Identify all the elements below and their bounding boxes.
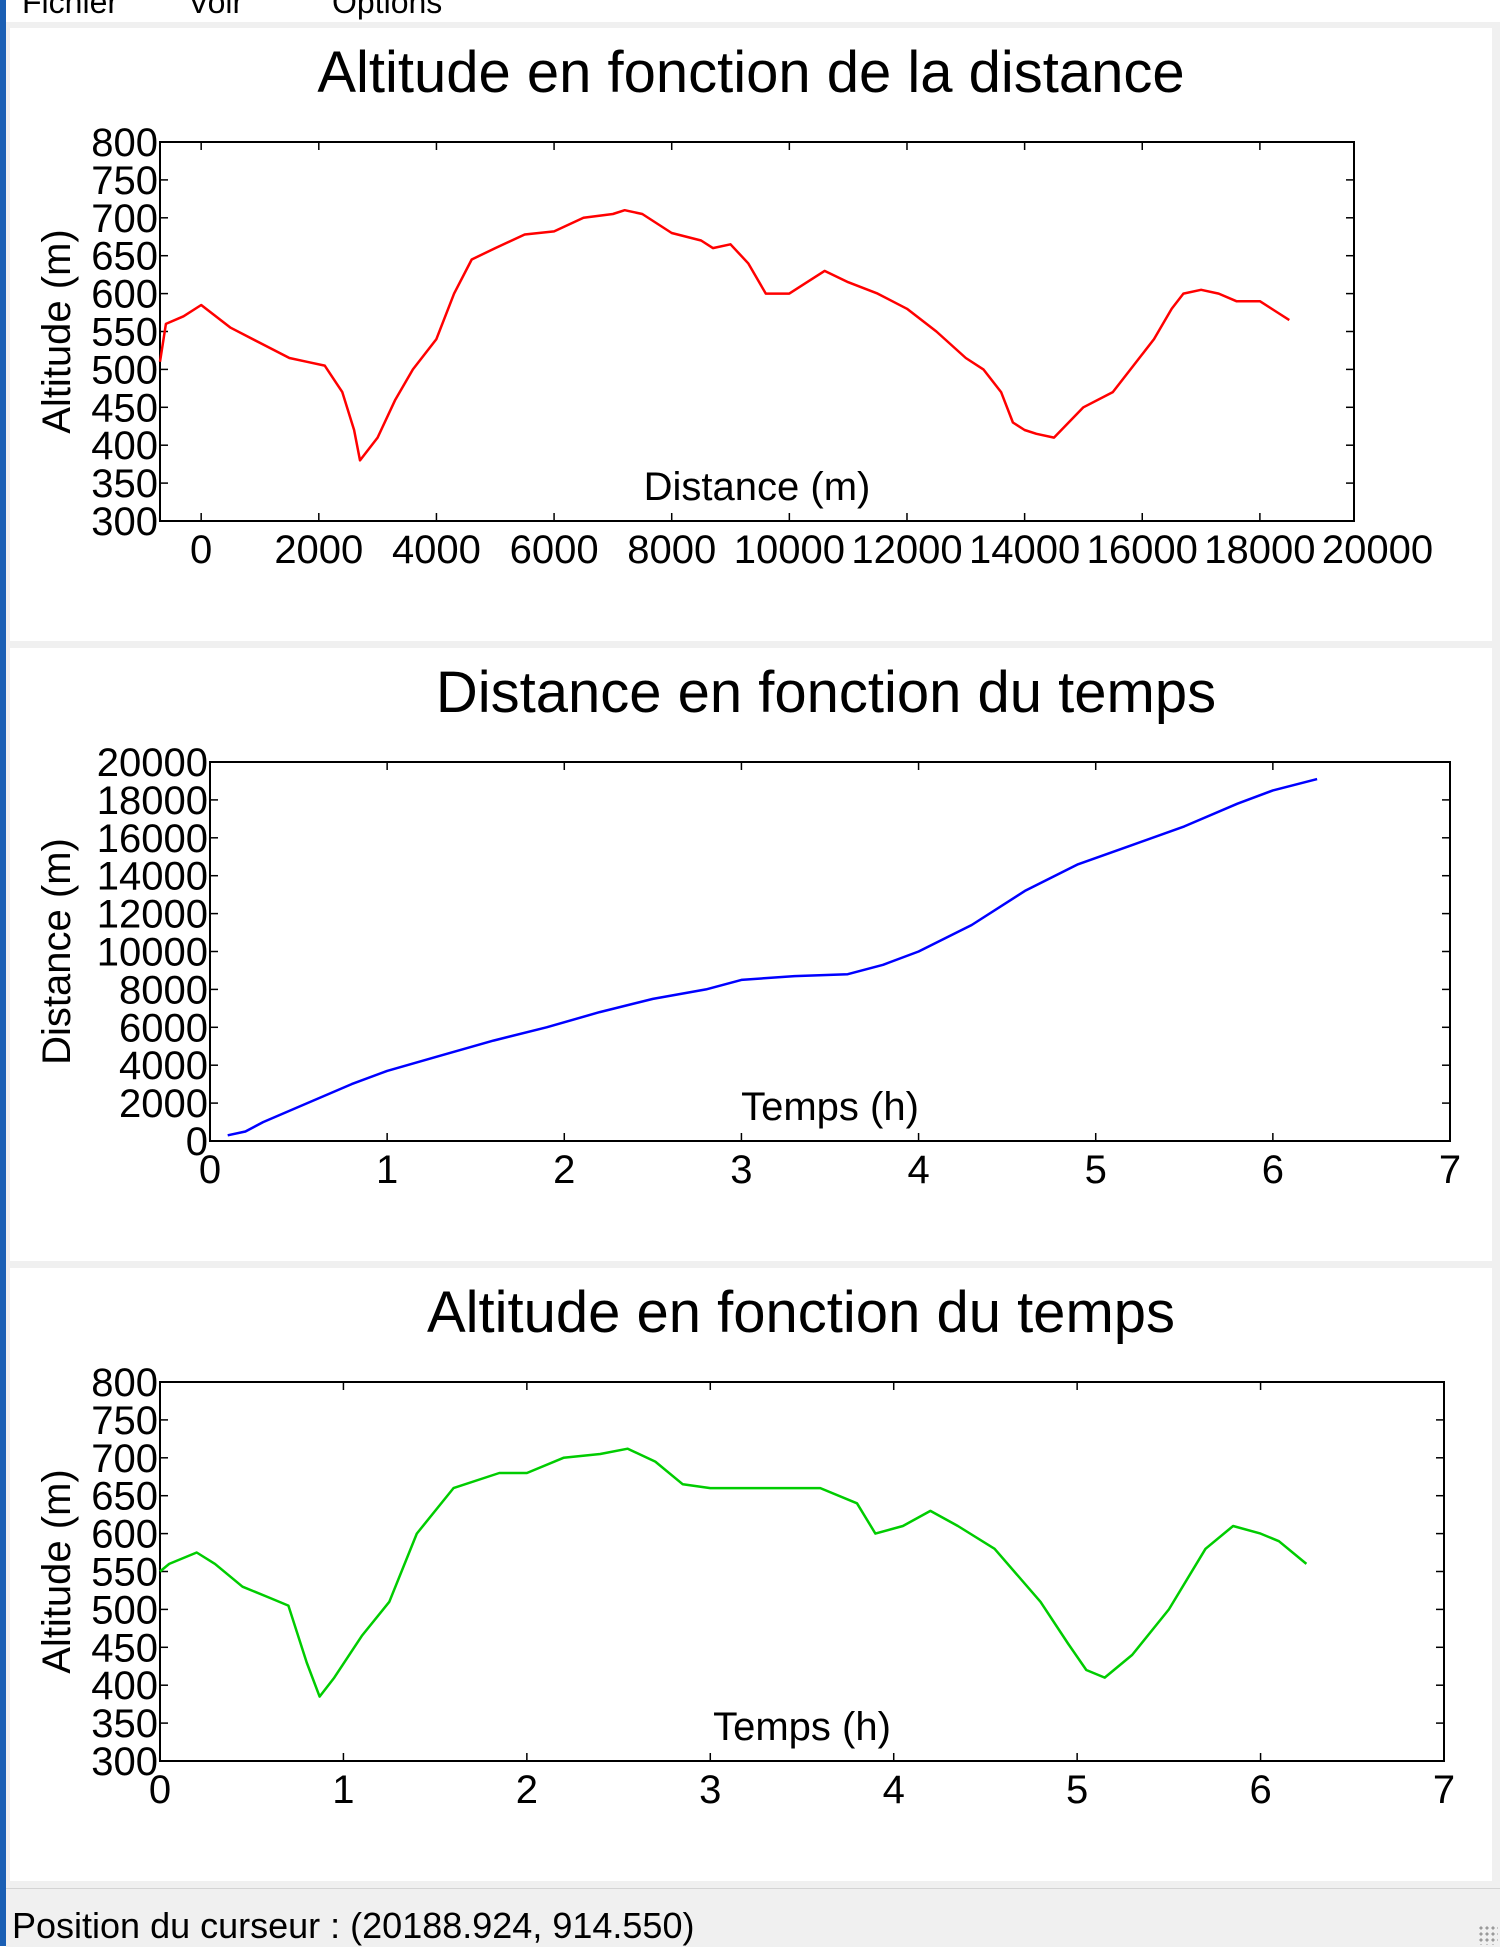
- y-tick-label: 400: [91, 1664, 158, 1708]
- x-axis-label: Temps (h): [741, 1085, 919, 1129]
- x-tick-label: 18000: [1204, 528, 1315, 572]
- y-tick-label: 750: [91, 1399, 158, 1443]
- y-tick-label: 350: [91, 1702, 158, 1746]
- y-tick-label: 450: [91, 1626, 158, 1670]
- y-tick-label: 18000: [97, 779, 208, 823]
- x-tick-label: 10000: [734, 528, 845, 572]
- cursor-position-text: Position du curseur : (20188.924, 914.55…: [12, 1905, 695, 1946]
- x-tick-label: 5: [1085, 1148, 1107, 1192]
- y-tick-label: 750: [91, 159, 158, 203]
- y-tick-label: 600: [91, 1513, 158, 1557]
- y-tick-label: 550: [91, 1551, 158, 1595]
- y-tick-label: 500: [91, 1588, 158, 1632]
- y-tick-label: 10000: [97, 931, 208, 975]
- x-tick-label: 1: [376, 1148, 398, 1192]
- y-tick-label: 450: [91, 386, 158, 430]
- y-tick-label: 800: [91, 1361, 158, 1405]
- y-tick-label: 650: [91, 235, 158, 279]
- resize-grip-icon[interactable]: [1478, 1925, 1498, 1945]
- y-tick-label: 8000: [119, 968, 208, 1012]
- chart-title: Altitude en fonction de la distance: [317, 40, 1184, 105]
- x-tick-label: 0: [149, 1768, 171, 1812]
- x-tick-label: 5: [1066, 1768, 1088, 1812]
- menu-options[interactable]: Options: [332, 0, 443, 20]
- x-tick-label: 16000: [1087, 528, 1198, 572]
- x-tick-label: 14000: [969, 528, 1080, 572]
- y-tick-label: 300: [91, 500, 158, 544]
- x-tick-label: 3: [730, 1148, 752, 1192]
- y-tick-label: 650: [91, 1475, 158, 1519]
- chart-panel-altitude-time: Altitude en fonction du temps 0 1 2 3 4 5 6 7 300…: [10, 1268, 1492, 1881]
- x-tick-label: 3: [699, 1768, 721, 1812]
- y-tick-label: 300: [91, 1740, 158, 1784]
- menu-voir[interactable]: Voir: [188, 0, 244, 20]
- x-axis-label: Distance (m): [644, 465, 871, 509]
- x-tick-label: 4000: [392, 528, 481, 572]
- status-bar: Position du curseur : (20188.924, 914.55…: [6, 1888, 1500, 1947]
- y-tick-label: 550: [91, 311, 158, 355]
- y-tick-label: 600: [91, 273, 158, 317]
- x-tick-label: 6: [1249, 1768, 1271, 1812]
- x-tick-label: 2000: [274, 528, 363, 572]
- y-axis-label: Altitude (m): [35, 229, 79, 434]
- x-tick-label: 20000: [1322, 528, 1433, 572]
- y-tick-label: 700: [91, 1437, 158, 1481]
- x-tick-label: 8000: [627, 528, 716, 572]
- x-tick-label: 1: [332, 1768, 354, 1812]
- x-tick-label: 6000: [510, 528, 599, 572]
- window-left-border: [0, 0, 6, 1946]
- y-tick-label: 0: [186, 1120, 208, 1164]
- chart-title: Distance en fonction du temps: [436, 660, 1216, 725]
- x-axis-label: Temps (h): [713, 1705, 891, 1749]
- x-tick-label: 2: [516, 1768, 538, 1812]
- x-tick-label: 4: [907, 1148, 929, 1192]
- chart-title: Altitude en fonction du temps: [427, 1280, 1175, 1345]
- y-tick-label: 6000: [119, 1006, 208, 1050]
- y-tick-label: 2000: [119, 1082, 208, 1126]
- x-tick-label: 0: [199, 1148, 221, 1192]
- y-tick-label: 4000: [119, 1044, 208, 1088]
- x-tick-label: 12000: [851, 528, 962, 572]
- y-axis-label: Altitude (m): [35, 1469, 79, 1674]
- x-tick-label: 7: [1433, 1768, 1455, 1812]
- y-axis-label: Distance (m): [35, 838, 79, 1065]
- x-tick-label: 0: [190, 528, 212, 572]
- y-tick-label: 500: [91, 348, 158, 392]
- y-tick-label: 700: [91, 197, 158, 241]
- x-tick-label: 6: [1262, 1148, 1284, 1192]
- y-tick-label: 14000: [97, 855, 208, 899]
- series-line: [158, 208, 1290, 462]
- y-tick-label: 16000: [97, 817, 208, 861]
- altitude-distance-chart: Altitude en fonction de la distance 0 2000…: [35, 40, 1433, 572]
- x-tick-label: 4: [883, 1768, 905, 1812]
- chart-panel-distance-time: Distance en fonction du temps 0 1 2 3 4 5 6 7 0 20…: [10, 648, 1492, 1261]
- x-tick-label: 2: [553, 1148, 575, 1192]
- y-tick-label: 800: [91, 121, 158, 165]
- x-tick-label: 7: [1439, 1148, 1461, 1192]
- menu-bar: Fichier Voir Options: [6, 0, 1500, 22]
- series-line: [159, 1447, 1308, 1698]
- series-line: [227, 777, 1318, 1137]
- y-tick-label: 350: [91, 462, 158, 506]
- y-tick-label: 20000: [97, 741, 208, 785]
- altitude-time-chart: Altitude en fonction du temps 0 1 2 3 4 5 6 7 300…: [35, 1280, 1455, 1812]
- chart-panel-altitude-distance: Altitude en fonction de la distance 0 2000…: [10, 28, 1492, 641]
- menu-fichier[interactable]: Fichier: [22, 0, 119, 20]
- y-tick-label: 400: [91, 424, 158, 468]
- y-tick-label: 12000: [97, 893, 208, 937]
